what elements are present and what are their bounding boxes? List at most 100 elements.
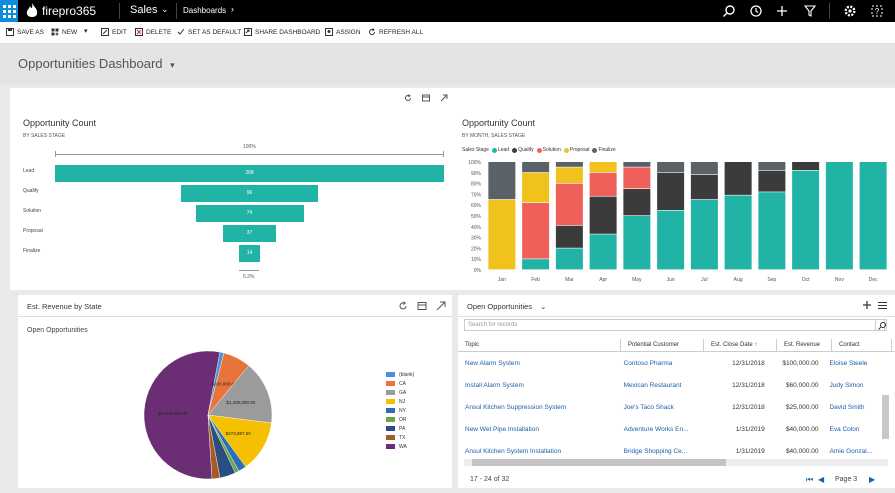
bar-segment[interactable] — [758, 170, 786, 192]
pie-slice[interactable] — [143, 350, 221, 480]
bar-segment[interactable] — [555, 248, 583, 270]
dashboard-title[interactable]: Opportunities Dashboard ▾ — [18, 56, 175, 71]
plus-icon[interactable] — [862, 300, 872, 310]
gear-icon[interactable] — [843, 4, 857, 18]
table-cell[interactable]: Ansul Kitchen Suppression System — [465, 403, 567, 411]
save-as-button[interactable]: SAVE AS — [6, 28, 44, 36]
chevron-right-icon[interactable]: › — [231, 4, 234, 14]
bar-segment[interactable] — [555, 183, 583, 226]
filter-icon[interactable] — [803, 4, 817, 18]
funnel-bar[interactable]: 96 — [181, 185, 318, 202]
column-header[interactable]: Contact — [832, 338, 892, 352]
share-dashboard-button[interactable]: SHARE DASHBOARD — [244, 28, 320, 36]
bar-segment[interactable] — [522, 203, 550, 259]
legend-item[interactable]: Solution — [536, 147, 561, 153]
column-header[interactable]: Est. Close Date ↑ — [704, 338, 777, 352]
table-cell[interactable]: Install Alarm System — [465, 381, 524, 389]
bar-segment[interactable] — [657, 172, 685, 210]
pie-legend-item[interactable]: NJ — [386, 397, 414, 406]
search-input[interactable]: Search for records — [464, 319, 885, 331]
bar-segment[interactable] — [792, 162, 820, 171]
bar-segment[interactable] — [690, 174, 718, 200]
bar-segment[interactable] — [623, 216, 651, 270]
pie-legend-item[interactable]: PA — [386, 424, 414, 433]
bar-segment[interactable] — [589, 196, 617, 234]
bar-segment[interactable] — [724, 195, 752, 270]
bar-segment[interactable] — [623, 167, 651, 189]
table-cell[interactable]: Ansul Kitchen System Installation — [465, 447, 562, 455]
brand[interactable]: firepro365 — [26, 3, 96, 19]
refresh-all-button[interactable]: REFRESH ALL — [368, 28, 423, 36]
pie-legend-item[interactable]: TX — [386, 433, 414, 442]
funnel-bar[interactable]: 268 — [55, 165, 444, 182]
recent-history-icon[interactable] — [749, 4, 763, 18]
search-icon[interactable] — [722, 4, 736, 18]
bar-segment[interactable] — [690, 199, 718, 270]
set-as-default-button[interactable]: SET AS DEFAULT — [177, 28, 241, 36]
bar-segment[interactable] — [758, 162, 786, 171]
vertical-scrollbar[interactable] — [882, 395, 889, 439]
help-icon[interactable]: ? — [870, 4, 884, 18]
funnel-bar[interactable]: 37 — [223, 225, 276, 242]
pie-legend-item[interactable]: OR — [386, 415, 414, 424]
bar-segment[interactable] — [522, 259, 550, 270]
legend-item[interactable]: Finalize — [592, 147, 616, 153]
table-cell[interactable]: Eva Colon — [829, 425, 860, 433]
bar-segment[interactable] — [657, 162, 685, 173]
new-button[interactable]: NEW — [51, 28, 77, 36]
pie-legend-item[interactable]: GA — [386, 388, 414, 397]
bar-segment[interactable] — [555, 167, 583, 183]
pie-legend-item[interactable]: CA — [386, 379, 414, 388]
list-icon[interactable] — [878, 301, 887, 310]
bar-segment[interactable] — [589, 162, 617, 173]
bar-segment[interactable] — [555, 162, 583, 167]
table-cell[interactable]: New Wet Pipe Installation — [465, 425, 539, 433]
bar-segment[interactable] — [724, 162, 752, 195]
bar-segment[interactable] — [488, 199, 516, 270]
pie-slice[interactable] — [207, 414, 221, 480]
table-cell[interactable]: Mexican Restaurant — [623, 381, 682, 389]
table-row[interactable]: Ansul Kitchen Suppression System Joe's Ta… — [458, 396, 881, 418]
bar-segment[interactable] — [825, 162, 853, 270]
table-cell[interactable]: Judy Simon — [829, 381, 864, 389]
area-breadcrumb[interactable]: Dashboards — [183, 6, 227, 15]
bar-segment[interactable] — [690, 162, 718, 175]
bar-segment[interactable] — [522, 162, 550, 173]
table-row[interactable]: New Wet Pipe Installation Adventure Works… — [458, 418, 881, 440]
expand-icon[interactable] — [436, 301, 446, 311]
first-page-icon[interactable]: ⏮ — [806, 475, 814, 484]
app-launcher-icon[interactable] — [0, 0, 18, 22]
bar-segment[interactable] — [859, 162, 887, 270]
view-records-icon[interactable] — [422, 94, 430, 102]
bar-segment[interactable] — [488, 162, 516, 200]
column-header[interactable]: Est. Revenue — [777, 338, 832, 352]
module-selector[interactable]: Sales — [130, 4, 158, 16]
search-button[interactable] — [875, 319, 887, 331]
chevron-down-icon[interactable]: ⌄ — [161, 4, 169, 14]
assign-button[interactable]: ASSIGN — [325, 28, 361, 36]
funnel-bar[interactable]: 14 — [239, 245, 260, 262]
next-page-icon[interactable]: ▶ — [869, 475, 876, 484]
table-cell[interactable]: Joe's Taco Shack — [623, 403, 674, 411]
bar-segment[interactable] — [555, 225, 583, 248]
table-cell[interactable]: New Alarm System — [465, 359, 520, 367]
funnel-bar[interactable]: 74 — [195, 205, 304, 222]
chevron-down-icon[interactable]: ▾ — [170, 60, 175, 70]
table-cell[interactable]: Adventure Works En... — [623, 425, 689, 433]
new-dropdown-icon[interactable]: ▾ — [84, 28, 88, 35]
scrollbar-thumb[interactable] — [472, 459, 726, 466]
horizontal-scrollbar[interactable] — [464, 459, 888, 466]
table-row[interactable]: Install Alarm System Mexican Restaurant 12… — [458, 374, 881, 396]
table-row[interactable]: Ansul Kitchen System Installation Bridge … — [458, 440, 881, 462]
refresh-icon[interactable] — [398, 301, 408, 311]
table-cell[interactable]: Contoso Pharma — [623, 359, 673, 367]
column-header[interactable]: Potential Customer — [621, 338, 704, 352]
delete-button[interactable]: DELETE — [135, 28, 171, 36]
legend-item[interactable]: Qualify — [512, 147, 534, 153]
table-row[interactable]: New Alarm System Contoso Pharma 12/31/2018… — [458, 352, 881, 374]
bar-segment[interactable] — [623, 189, 651, 216]
pie-slice[interactable] — [207, 365, 273, 424]
legend-item[interactable]: Lead — [491, 147, 509, 153]
view-records-icon[interactable] — [417, 301, 427, 311]
bar-segment[interactable] — [758, 192, 786, 270]
